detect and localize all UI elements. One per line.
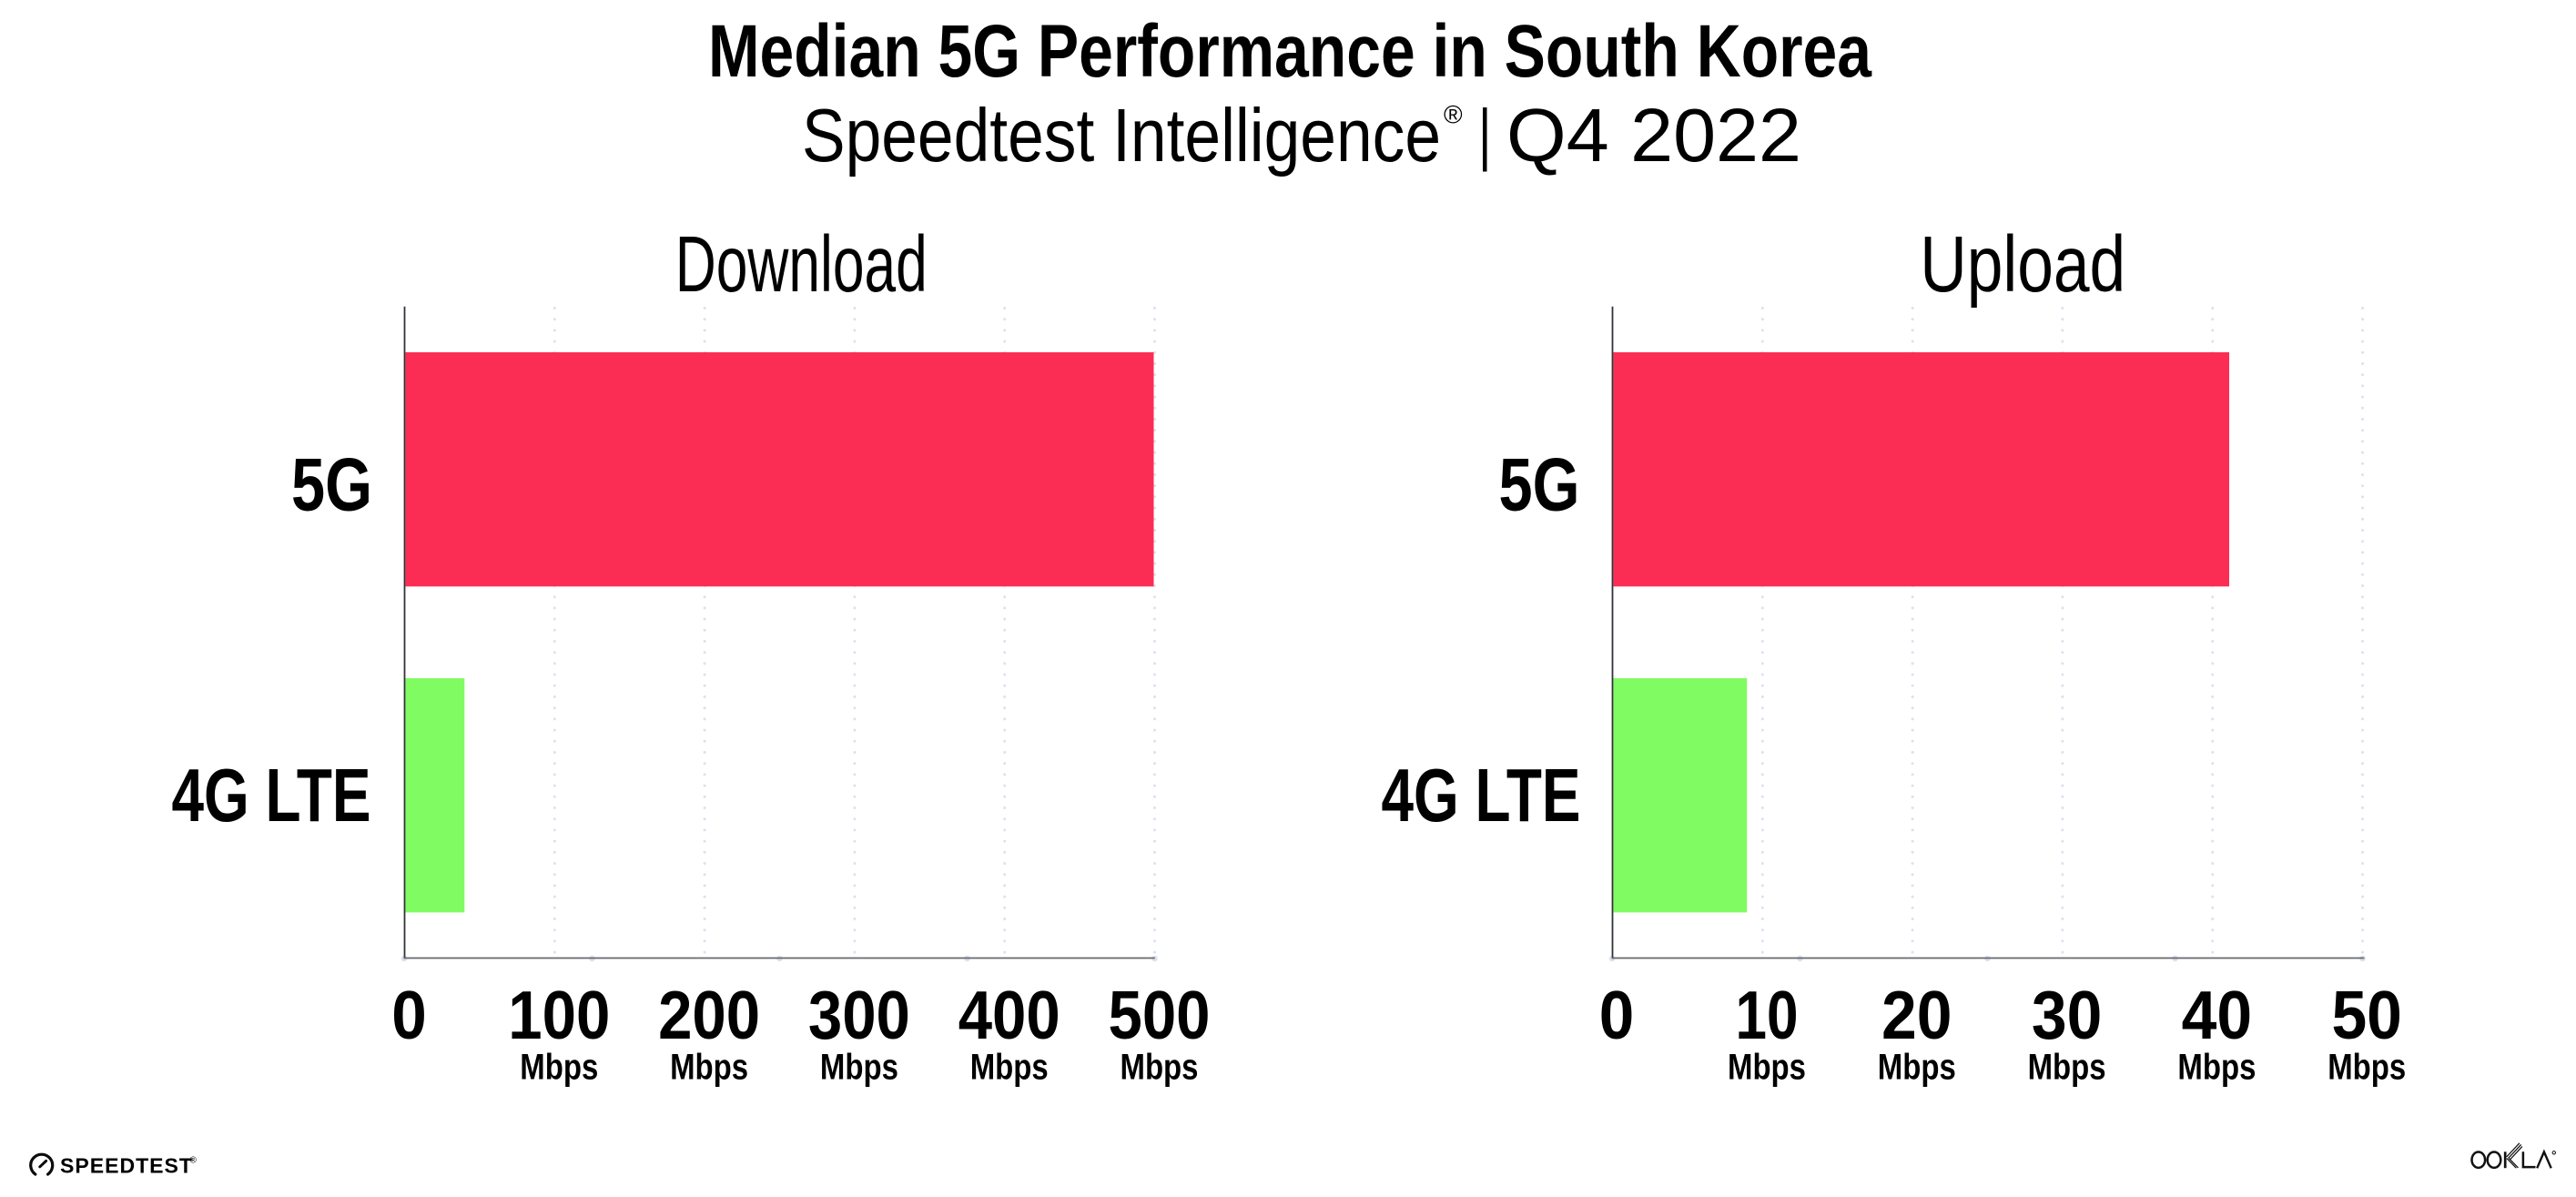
svg-text:Mbps: Mbps [2328, 1048, 2406, 1088]
svg-text:10: 10 [1736, 977, 1799, 1053]
svg-text:Mbps: Mbps [2177, 1048, 2256, 1088]
svg-text:Mbps: Mbps [970, 1048, 1049, 1088]
svg-text:Mbps: Mbps [520, 1048, 598, 1088]
svg-text:5G: 5G [1499, 442, 1580, 527]
svg-text:4G LTE: 4G LTE [1382, 753, 1581, 837]
svg-text:0: 0 [391, 977, 427, 1053]
svg-text:500: 500 [1109, 977, 1211, 1053]
svg-text:200: 200 [658, 977, 760, 1053]
svg-text:300: 300 [808, 977, 910, 1053]
svg-text:Median 5G Performance in South: Median 5G Performance in South Korea [708, 10, 1872, 93]
svg-text:30: 30 [2032, 977, 2103, 1053]
svg-text:Mbps: Mbps [1728, 1048, 1806, 1088]
svg-text:Upload: Upload [1920, 220, 2125, 309]
svg-text:400: 400 [958, 977, 1060, 1053]
svg-text:100: 100 [508, 977, 610, 1053]
svg-text:Mbps: Mbps [1121, 1048, 1199, 1088]
svg-text:4G LTE: 4G LTE [172, 753, 371, 837]
svg-text:Mbps: Mbps [2028, 1048, 2106, 1088]
svg-text:Mbps: Mbps [820, 1048, 898, 1088]
svg-text:Mbps: Mbps [1878, 1048, 1956, 1088]
svg-text:40: 40 [2182, 977, 2253, 1053]
svg-text:®: ® [190, 1156, 198, 1166]
svg-text:Q4 2022: Q4 2022 [1506, 93, 1801, 178]
svg-text:Download: Download [675, 220, 928, 309]
svg-text:Speedtest Intelligence: Speedtest Intelligence [802, 93, 1441, 178]
svg-text:0: 0 [1599, 977, 1635, 1053]
svg-text:20: 20 [1881, 977, 1952, 1053]
svg-text:Mbps: Mbps [670, 1048, 748, 1088]
svg-text:5G: 5G [291, 442, 372, 527]
svg-text:®: ® [1444, 101, 1463, 129]
svg-text:SPEEDTEST: SPEEDTEST [60, 1153, 193, 1177]
svg-text:50: 50 [2331, 977, 2402, 1053]
